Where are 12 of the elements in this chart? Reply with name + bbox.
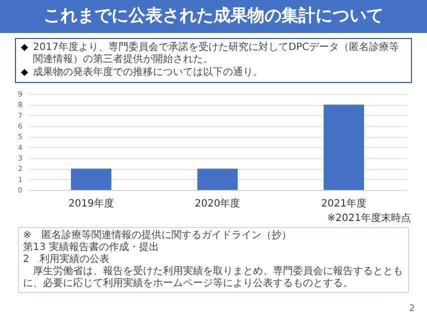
text: 成果物の発表年度での推移については以下の通り。 — [33, 67, 263, 79]
chart-title: これまでに公表された成果物の集計について — [0, 0, 427, 33]
text: 2017年度より、専門委員会で承諾を受けた研究に対してDPCデータ（匿名診療等関連情報）の第三者提供が開始された。 — [33, 42, 400, 66]
text: 厚生労働省は、報告を受けた利用実績を取りまとめ、専門委員会に報告するとともに、必要に応じて利用実績をホームページ等により公表するものとする。 — [23, 266, 404, 290]
text: 第13 実績報告書の作成・提出 — [23, 242, 160, 254]
x-tick-label: 2021年度 — [321, 198, 367, 210]
x-tick-label: 2019年度 — [68, 198, 114, 210]
text: ※ 匿名診療等関連情報の提供に関するガイドライン（抄） — [23, 230, 292, 242]
text: 2 — [409, 304, 415, 314]
x-tick-label: 2020年度 — [194, 198, 240, 210]
text: 2 利用実績の公表 — [23, 254, 110, 266]
text: ※2021年度末時点 — [326, 213, 411, 225]
